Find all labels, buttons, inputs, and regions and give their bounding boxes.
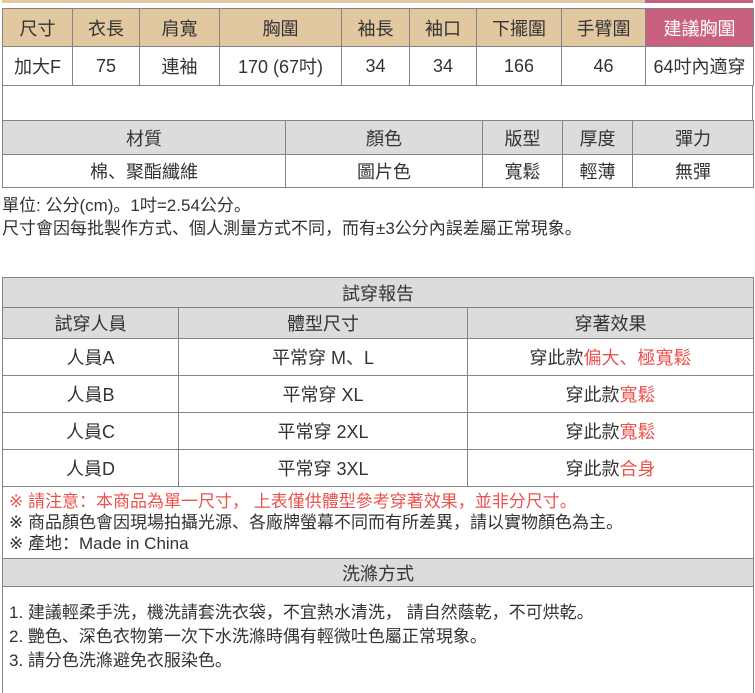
fitting-row: 人員C 平常穿 2XL 穿此款寬鬆 (2, 412, 755, 450)
tester-effect: 穿此款寬鬆 (466, 375, 755, 413)
unit-notes: 單位: 公分(cm)。1吋=2.54公分。 尺寸會因每批製作方式、個人測量方式不… (2, 194, 755, 240)
fitting-report-title: 試穿報告 (1, 277, 755, 308)
tester-body-size: 平常穿 3XL (178, 449, 468, 487)
size-value-cell: 166 (476, 46, 562, 86)
fitting-report-table: 試穿報告 試穿人員 體型尺寸 穿著效果 人員A 平常穿 M、L 穿此款偏大、極寬… (1, 277, 755, 693)
unit-note-line: 單位: 公分(cm)。1吋=2.54公分。 (2, 196, 251, 215)
spec-col-header: 材質 (2, 120, 286, 155)
wash-title-row: 洗滌方式 (1, 558, 755, 587)
fitting-col-header: 穿著效果 (466, 307, 755, 339)
tester-name: 人員D (2, 449, 179, 487)
spec-col-header: 版型 (482, 120, 563, 155)
spec-col-header: 顏色 (285, 120, 483, 155)
effect-prefix: 穿此款 (565, 422, 620, 442)
notes-row: ※ 請注意：本商品為單一尺寸， 上表僅供體型參考穿著效果，並非分尺寸。 ※ 商品… (1, 486, 755, 559)
size-value-cell: 170 (67吋) (219, 46, 342, 86)
spec-value-cell: 寬鬆 (482, 154, 563, 188)
tester-effect: 穿此款偏大、極寬鬆 (466, 338, 755, 376)
notes-cell: ※ 請注意：本商品為單一尺寸， 上表僅供體型參考穿著效果，並非分尺寸。 ※ 商品… (1, 486, 755, 559)
size-col-header: 尺寸 (2, 8, 73, 47)
tester-name: 人員B (2, 375, 179, 413)
size-col-header: 衣長 (72, 8, 140, 47)
fitting-row: 人員D 平常穿 3XL 穿此款合身 (2, 449, 755, 487)
wash-instructions-cell: 1. 建議輕柔手洗，機洗請套洗衣袋，不宜熱水清洗， 請自然蔭乾，不可烘乾。 2.… (1, 586, 755, 693)
size-col-header: 袖長 (341, 8, 410, 47)
size-value-cell: 連袖 (139, 46, 220, 86)
cropped-pink-segment (645, 0, 753, 3)
effect-highlight: 合身 (619, 459, 656, 479)
effect-highlight: 寬鬆 (619, 385, 656, 405)
wash-title: 洗滌方式 (1, 558, 755, 587)
spec-table-header-row: 材質 顏色 版型 厚度 彈力 (2, 120, 754, 155)
fitting-report-title-row: 試穿報告 (1, 277, 755, 308)
tester-body-size: 平常穿 2XL (178, 412, 468, 450)
size-col-header: 下擺圍 (476, 8, 562, 47)
spec-table: 材質 顏色 版型 厚度 彈力 棉、聚酯纖維 圖片色 寬鬆 輕薄 無彈 (2, 120, 754, 188)
spec-col-header: 厚度 (562, 120, 633, 155)
size-value-cell: 75 (72, 46, 140, 86)
fitting-col-header: 體型尺寸 (178, 307, 468, 339)
size-value-cell: 34 (341, 46, 410, 86)
size-table-header-row: 尺寸 衣長 肩寬 胸圍 袖長 袖口 下擺圍 手臂圍 建議胸圍 (2, 8, 754, 47)
size-value-cell: 加大F (2, 46, 73, 86)
spec-value-cell: 輕薄 (562, 154, 633, 188)
origin-note: ※ 產地：Made in China (9, 534, 189, 553)
wash-instruction-line: 2. 艷色、深色衣物第一次下水洗滌時偶有輕微吐色屬正常現象。 (9, 627, 487, 646)
spec-table-data-row: 棉、聚酯纖維 圖片色 寬鬆 輕薄 無彈 (2, 154, 754, 188)
empty-row (2, 86, 753, 120)
wash-instruction-line: 1. 建議輕柔手洗，機洗請套洗衣袋，不宜熱水清洗， 請自然蔭乾，不可烘乾。 (9, 603, 594, 622)
spec-value-cell: 圖片色 (285, 154, 483, 188)
wash-instructions-row: 1. 建議輕柔手洗，機洗請套洗衣袋，不宜熱水清洗， 請自然蔭乾，不可烘乾。 2.… (1, 586, 755, 693)
caution-note: ※ 請注意：本商品為單一尺寸， 上表僅供體型參考穿著效果，並非分尺寸。 (9, 492, 577, 511)
effect-highlight: 寬鬆 (619, 422, 656, 442)
spec-value-cell: 無彈 (632, 154, 754, 188)
color-difference-note: ※ 商品顏色會因現場拍攝光源、各廠牌螢幕不同而有所差異，請以實物顏色為主。 (9, 513, 623, 532)
cropped-table-strip (2, 0, 753, 3)
tester-body-size: 平常穿 XL (178, 375, 468, 413)
size-value-cell: 34 (409, 46, 477, 86)
size-table: 尺寸 衣長 肩寬 胸圍 袖長 袖口 下擺圍 手臂圍 建議胸圍 加大F 75 連袖… (2, 8, 754, 86)
spec-col-header: 彈力 (632, 120, 754, 155)
fitting-row: 人員A 平常穿 M、L 穿此款偏大、極寬鬆 (2, 338, 755, 376)
fitting-col-header: 試穿人員 (2, 307, 179, 339)
spec-value-cell: 棉、聚酯纖維 (2, 154, 286, 188)
tester-body-size: 平常穿 M、L (178, 338, 468, 376)
tolerance-note-line: 尺寸會因每批製作方式、個人測量方式不同，而有±3公分內誤差屬正常現象。 (2, 219, 582, 238)
effect-prefix: 穿此款 (565, 385, 620, 405)
size-col-header: 袖口 (409, 8, 477, 47)
fitting-row: 人員B 平常穿 XL 穿此款寬鬆 (2, 375, 755, 413)
effect-prefix: 穿此款 (565, 459, 620, 479)
size-col-header: 肩寬 (139, 8, 220, 47)
tester-name: 人員C (2, 412, 179, 450)
effect-prefix: 穿此款 (529, 348, 584, 368)
size-col-header: 手臂圍 (561, 8, 646, 47)
size-table-data-row: 加大F 75 連袖 170 (67吋) 34 34 166 46 64吋內適穿 (2, 46, 754, 86)
recommended-bust-header: 建議胸圍 (645, 8, 754, 47)
tester-name: 人員A (2, 338, 179, 376)
size-value-cell: 46 (561, 46, 646, 86)
size-value-cell: 64吋內適穿 (645, 46, 754, 86)
size-col-header: 胸圍 (219, 8, 342, 47)
wash-instruction-line: 3. 請分色洗滌避免衣服染色。 (9, 651, 232, 670)
effect-highlight: 偏大、極寬鬆 (583, 348, 692, 368)
tester-effect: 穿此款寬鬆 (466, 412, 755, 450)
tester-effect: 穿此款合身 (466, 449, 755, 487)
fitting-report-header-row: 試穿人員 體型尺寸 穿著效果 (2, 307, 755, 339)
